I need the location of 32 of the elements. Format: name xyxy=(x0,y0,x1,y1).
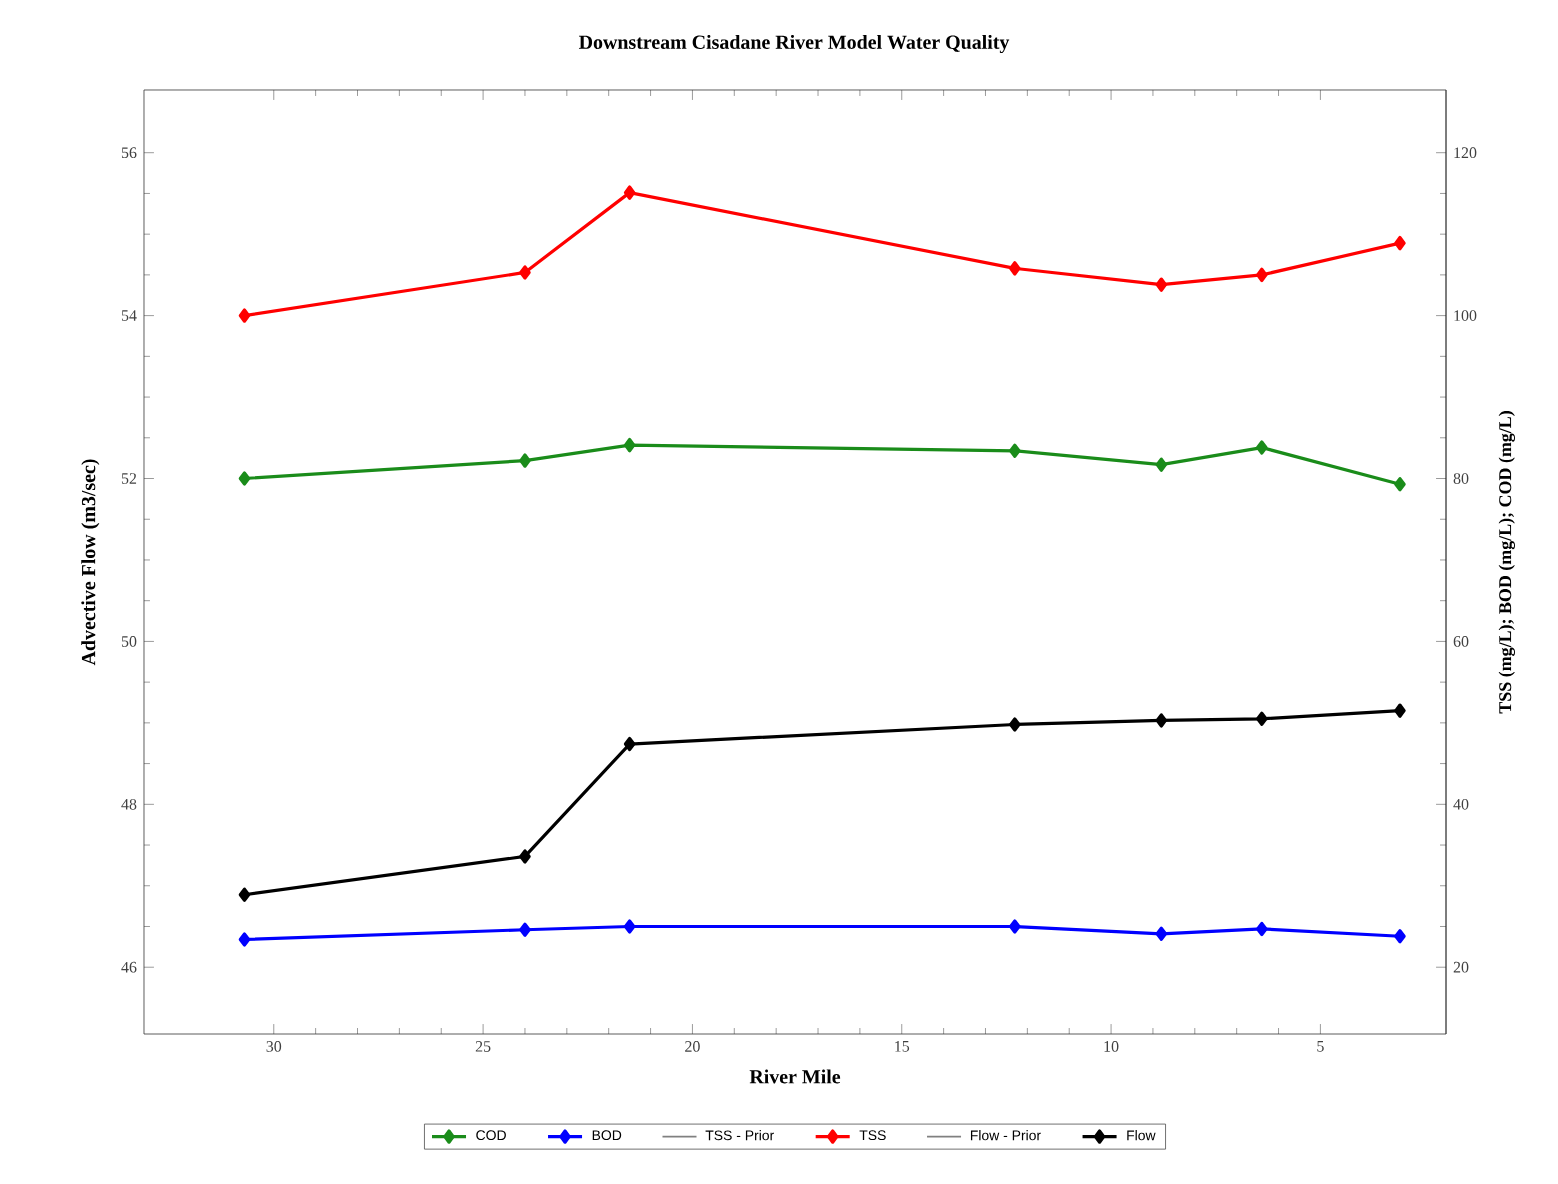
chart-title: Downstream Cisadane River Model Water Quality xyxy=(578,34,1010,54)
point xyxy=(1394,929,1406,944)
point xyxy=(238,471,251,486)
point xyxy=(1394,477,1406,492)
point xyxy=(1256,921,1268,937)
point xyxy=(1155,926,1168,941)
point xyxy=(623,919,636,934)
point xyxy=(1394,235,1406,251)
point xyxy=(1009,261,1021,276)
point xyxy=(519,453,531,468)
point xyxy=(1009,717,1021,732)
x-axis-title: River Mile xyxy=(749,1069,841,1084)
y-axis-title: Advective Flow (m3/sec) xyxy=(81,459,100,666)
point xyxy=(1009,443,1021,458)
y2-axis-title: TSS (mg/L); BOD (mg/L); COD (mg/L) xyxy=(1498,411,1516,714)
point xyxy=(1155,713,1168,728)
point xyxy=(623,736,636,752)
point xyxy=(238,308,251,323)
point xyxy=(1155,277,1168,292)
point xyxy=(1256,711,1268,726)
point xyxy=(1256,440,1268,455)
point xyxy=(519,265,531,280)
point xyxy=(623,185,636,200)
point xyxy=(1394,703,1406,718)
point xyxy=(623,437,636,453)
point xyxy=(1009,919,1021,934)
point xyxy=(238,887,251,902)
point xyxy=(519,849,531,864)
point xyxy=(519,922,531,937)
point xyxy=(238,932,251,947)
point xyxy=(1256,267,1268,283)
point xyxy=(1155,457,1168,472)
